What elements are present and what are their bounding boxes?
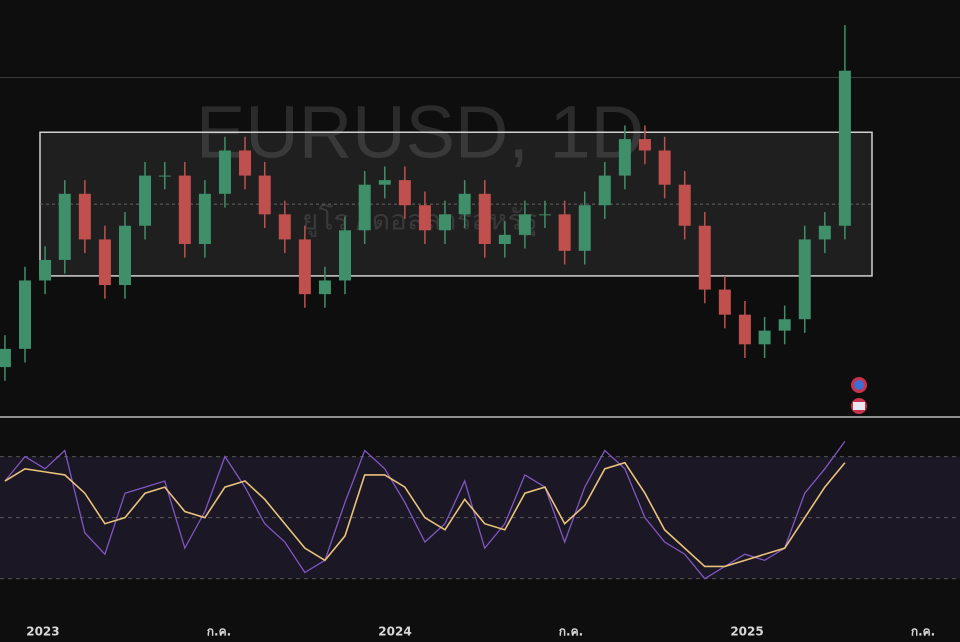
- candle-body: [118, 225, 131, 286]
- candle-body: [18, 280, 31, 349]
- x-tick-label: ก.ค.: [559, 625, 583, 639]
- x-tick-label: 2023: [26, 625, 59, 639]
- candle-body: [598, 175, 611, 206]
- candle-body: [218, 150, 231, 194]
- candle-body: [718, 289, 731, 315]
- candle-body: [478, 193, 491, 244]
- event-icon-inner: [854, 380, 864, 390]
- candle-body: [358, 184, 371, 231]
- candle-body: [318, 280, 331, 295]
- candle-body: [438, 214, 451, 231]
- rsi-line: [4, 440, 846, 580]
- candle-body: [239, 150, 252, 176]
- candle-body: [39, 259, 52, 281]
- candle-body: [278, 214, 291, 240]
- candle-body: [378, 180, 391, 185]
- candle-body: [578, 205, 591, 251]
- candle-body: [338, 230, 351, 281]
- candle-body: [139, 175, 152, 226]
- candle-body: [498, 234, 511, 244]
- candle-body: [678, 184, 691, 226]
- x-tick-label: 2025: [730, 625, 763, 639]
- candle-body: [838, 70, 851, 226]
- event-icon-flag: [853, 402, 865, 410]
- candle-body: [398, 180, 411, 206]
- candle-body: [258, 175, 271, 215]
- candle-body: [698, 225, 711, 290]
- candle-body: [0, 348, 11, 368]
- candle-body: [158, 175, 171, 177]
- candle-body: [58, 193, 71, 260]
- candle-body: [518, 214, 531, 235]
- candle-body: [638, 139, 651, 151]
- candle-body: [758, 330, 771, 345]
- x-tick-label: ก.ค.: [911, 625, 935, 639]
- candle-body: [738, 314, 751, 345]
- candle-body: [778, 319, 791, 331]
- rsi-line: [4, 461, 846, 568]
- candle-body: [818, 225, 831, 240]
- candle-body: [98, 239, 111, 286]
- candle-body: [558, 214, 571, 251]
- candle-body: [198, 193, 211, 244]
- candle-body: [538, 214, 551, 216]
- candle-body: [618, 139, 631, 176]
- candle-body: [458, 193, 471, 215]
- candle-body: [658, 150, 671, 185]
- candle-body: [178, 175, 191, 244]
- candle-body: [78, 193, 91, 240]
- candle-body: [418, 205, 431, 231]
- candle-body: [298, 239, 311, 295]
- candle-body: [798, 239, 811, 320]
- x-tick-label: ก.ค.: [207, 625, 231, 639]
- x-tick-label: 2024: [378, 625, 411, 639]
